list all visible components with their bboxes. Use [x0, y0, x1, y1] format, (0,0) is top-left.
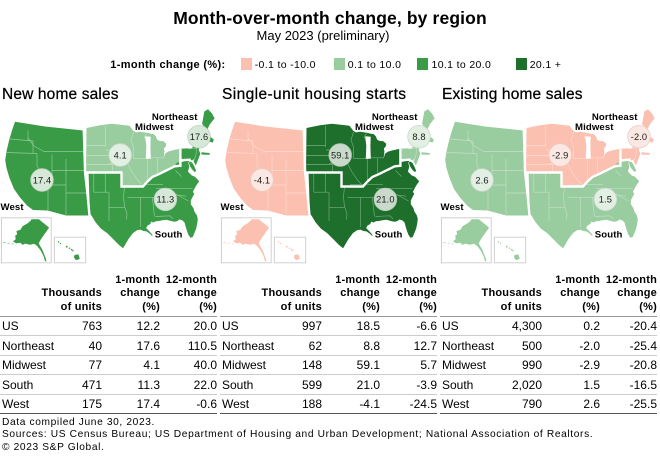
svg-text:Midwest: Midwest	[355, 122, 394, 133]
svg-text:21.0: 21.0	[376, 195, 395, 205]
svg-text:8.8: 8.8	[412, 132, 425, 142]
svg-text:Midwest: Midwest	[575, 122, 614, 133]
svg-text:17.4: 17.4	[33, 175, 52, 185]
svg-text:South: South	[155, 229, 183, 240]
svg-text:59.1: 59.1	[331, 150, 350, 160]
svg-text:West: West	[221, 202, 245, 213]
svg-text:-2.0: -2.0	[631, 132, 647, 142]
svg-text:Northeast: Northeast	[372, 112, 418, 123]
svg-text:Northeast: Northeast	[592, 112, 638, 123]
svg-text:West: West	[1, 202, 25, 213]
svg-text:South: South	[595, 229, 623, 240]
svg-text:4.1: 4.1	[114, 150, 127, 160]
svg-text:2.6: 2.6	[475, 175, 488, 185]
svg-text:-4.1: -4.1	[254, 175, 270, 185]
svg-text:Northeast: Northeast	[152, 112, 198, 123]
svg-text:-2.9: -2.9	[552, 150, 568, 160]
svg-text:1.5: 1.5	[599, 195, 612, 205]
svg-text:West: West	[441, 202, 465, 213]
svg-text:11.3: 11.3	[156, 195, 174, 205]
svg-text:Midwest: Midwest	[135, 122, 174, 133]
svg-text:South: South	[375, 229, 403, 240]
svg-text:17.6: 17.6	[190, 132, 209, 142]
